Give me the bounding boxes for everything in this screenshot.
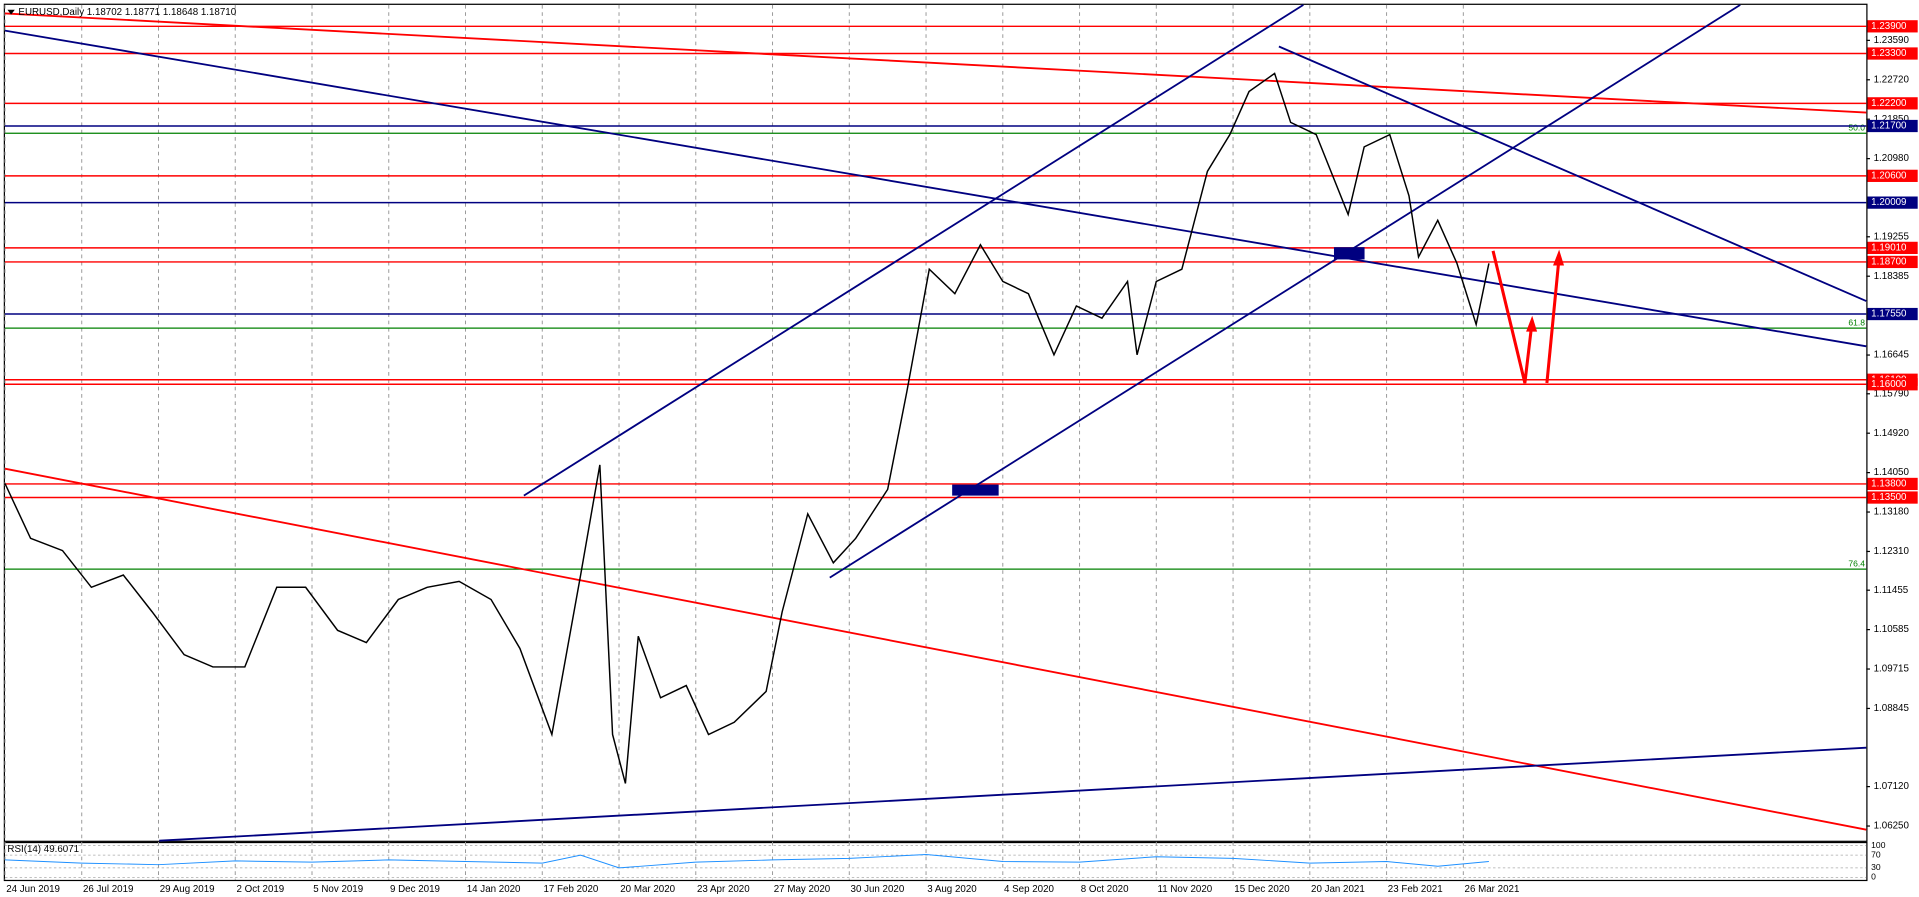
x-tick-label: 24 Jun 2019 bbox=[6, 884, 60, 895]
level-tag bbox=[1867, 97, 1918, 110]
y-tick-label: 1.08845 bbox=[1874, 703, 1910, 714]
level-tag bbox=[1867, 307, 1918, 321]
level-tag bbox=[1867, 169, 1918, 182]
level-tag bbox=[1867, 241, 1918, 255]
y-tick-label: 1.14920 bbox=[1874, 428, 1910, 439]
level-tag bbox=[1867, 196, 1918, 209]
x-tick-label: 29 Aug 2019 bbox=[160, 884, 215, 895]
rsi-tick-label: 100 bbox=[1871, 840, 1886, 850]
trend-line bbox=[4, 467, 1867, 831]
x-tick-label: 26 Jul 2019 bbox=[83, 884, 134, 895]
levels: 50.0 61.8 76.4 bbox=[4, 25, 1867, 570]
trend-line bbox=[523, 4, 1304, 497]
level-tag bbox=[1867, 477, 1918, 491]
level-label: 1.20600 bbox=[1871, 170, 1907, 181]
level-label: 1.18700 bbox=[1871, 257, 1907, 268]
y-tick-label: 1.15790 bbox=[1874, 388, 1910, 399]
fib-label: 76.4 bbox=[1848, 558, 1865, 568]
title-marker bbox=[7, 9, 15, 15]
level-tag bbox=[1867, 255, 1918, 269]
rsi-line bbox=[4, 854, 1489, 869]
y-tick-label: 1.09715 bbox=[1874, 664, 1910, 675]
trend-line bbox=[829, 4, 1741, 579]
level-tag bbox=[1867, 47, 1918, 60]
trend-line bbox=[4, 12, 1867, 114]
level-label: 1.16000 bbox=[1871, 379, 1907, 390]
y-tick-label: 1.20980 bbox=[1874, 153, 1910, 164]
x-tick-label: 3 Aug 2020 bbox=[927, 884, 977, 895]
level-tag bbox=[1867, 491, 1918, 504]
rsi-tick-label: 30 bbox=[1871, 862, 1881, 872]
x-tick-label: 15 Dec 2020 bbox=[1234, 884, 1290, 895]
rsi-tick-label: 0 bbox=[1871, 872, 1876, 882]
grid bbox=[4, 4, 1464, 880]
zone-box bbox=[1333, 247, 1365, 260]
level-tag bbox=[1867, 20, 1918, 33]
y-tick-label: 1.10585 bbox=[1874, 624, 1910, 635]
chart-title: EURUSD,Daily 1.18702 1.18771 1.18648 1.1… bbox=[18, 7, 236, 18]
x-tick-label: 30 Jun 2020 bbox=[851, 884, 905, 895]
x-tick-label: 14 Jan 2020 bbox=[467, 884, 521, 895]
fib-label: 61.8 bbox=[1848, 317, 1865, 327]
y-tick-label: 1.14050 bbox=[1874, 467, 1910, 478]
x-tick-label: 20 Jan 2021 bbox=[1311, 884, 1365, 895]
level-label: 1.13500 bbox=[1871, 492, 1907, 503]
level-label: 1.23300 bbox=[1871, 48, 1907, 59]
trend-line bbox=[1278, 45, 1867, 302]
y-tick-label: 1.23590 bbox=[1874, 35, 1910, 46]
level-label: 1.20009 bbox=[1871, 197, 1906, 208]
level-label: 1.22200 bbox=[1871, 98, 1907, 109]
x-tick-label: 11 Nov 2020 bbox=[1158, 884, 1213, 895]
projection-arrow bbox=[1545, 256, 1561, 384]
fib-label: 50.0 bbox=[1848, 123, 1865, 133]
y-tick-label: 1.06250 bbox=[1874, 821, 1910, 832]
x-tick-label: 20 Mar 2020 bbox=[620, 884, 675, 895]
level-tag bbox=[1867, 378, 1918, 391]
trend-line bbox=[159, 746, 1867, 842]
level-label: 1.13800 bbox=[1871, 479, 1907, 490]
x-tick-label: 27 May 2020 bbox=[774, 884, 831, 895]
x-tick-label: 23 Feb 2021 bbox=[1388, 884, 1443, 895]
y-tick-label: 1.12310 bbox=[1874, 546, 1910, 557]
x-tick-label: 4 Sep 2020 bbox=[1004, 884, 1055, 895]
y-tick-label: 1.11455 bbox=[1874, 585, 1909, 596]
y-tick-label: 1.16645 bbox=[1874, 350, 1910, 361]
x-tick-label: 9 Dec 2019 bbox=[390, 884, 440, 895]
level-tag bbox=[1867, 119, 1918, 133]
rsi-title: RSI(14) 49.6071 bbox=[7, 844, 79, 855]
x-tick-label: 26 Mar 2021 bbox=[1465, 884, 1520, 895]
rsi-tick-label: 70 bbox=[1871, 849, 1881, 859]
y-tick-label: 1.18385 bbox=[1874, 271, 1910, 282]
y-tick-label: 1.07120 bbox=[1874, 781, 1910, 792]
projection-arrow bbox=[1491, 250, 1534, 384]
trend-lines bbox=[4, 4, 1867, 842]
y-tick-label: 1.21850 bbox=[1874, 114, 1910, 125]
rsi-panel bbox=[3, 841, 1868, 882]
y-tick-label: 1.13180 bbox=[1874, 507, 1910, 518]
x-tick-label: 2 Oct 2019 bbox=[236, 884, 284, 895]
arrow-head bbox=[1526, 315, 1538, 332]
y-tick-label: 1.22720 bbox=[1874, 74, 1910, 85]
level-label: 1.19010 bbox=[1871, 242, 1907, 253]
level-label: 1.23900 bbox=[1871, 21, 1907, 32]
level-label: 1.17550 bbox=[1871, 309, 1907, 320]
series bbox=[4, 72, 1490, 784]
main-panel bbox=[3, 3, 1868, 842]
zone-box bbox=[952, 484, 999, 496]
y-tick-label: 1.19255 bbox=[1874, 231, 1910, 242]
x-tick-label: 23 Apr 2020 bbox=[697, 884, 750, 895]
level-label: 1.21700 bbox=[1871, 121, 1907, 132]
arrow-head bbox=[1553, 249, 1565, 266]
x-tick-label: 8 Oct 2020 bbox=[1081, 884, 1129, 895]
x-tick-label: 17 Feb 2020 bbox=[543, 884, 598, 895]
price-line bbox=[4, 72, 1490, 784]
x-tick-label: 5 Nov 2019 bbox=[313, 884, 363, 895]
